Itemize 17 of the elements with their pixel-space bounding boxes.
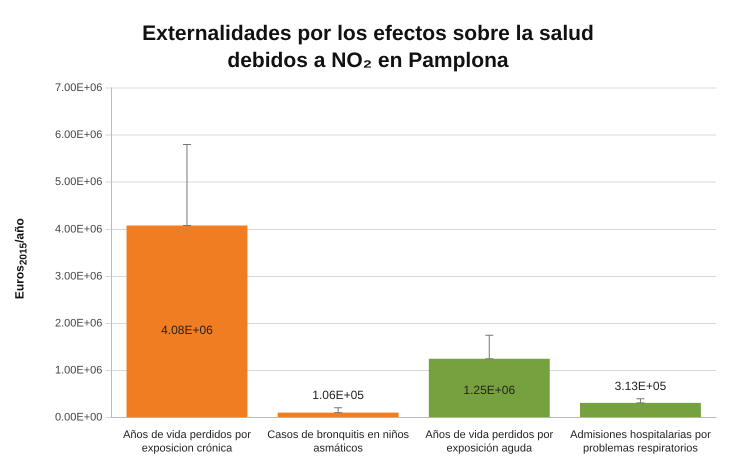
x-tick-label: Años de vida perdidos por exposición aguda xyxy=(425,429,554,454)
y-tick-label: 1.00E+06 xyxy=(55,364,102,377)
chart-title: Externalidades por los efectos sobre la salud debidos a NO₂ en Pamplona xyxy=(141,21,595,74)
y-tick-label: 7.00E+06 xyxy=(55,82,102,94)
y-tick-label: 2.00E+06 xyxy=(55,317,102,330)
x-tick-label: Admisiones hospitalarias por problemas respiratorios xyxy=(570,429,712,454)
y-tick-label: 3.00E+06 xyxy=(55,270,102,282)
x-tick-label: Años de vida perdidos por exposicion crónica xyxy=(123,429,252,454)
data-label: 3.13E+05 xyxy=(614,379,667,394)
y-tick-label: 4.00E+06 xyxy=(55,223,102,236)
data-label: 4.08E+06 xyxy=(161,323,214,338)
y-tick-label: 0.00E+00 xyxy=(55,412,102,424)
x-tick-label: Casos de bronquitis en niños asmáticos xyxy=(267,429,410,454)
data-label: 1.25E+06 xyxy=(463,383,516,398)
y-tick-label: 5.00E+06 xyxy=(55,176,102,188)
y-tick-label: 6.00E+06 xyxy=(55,129,102,142)
data-label: 1.06E+05 xyxy=(312,388,364,402)
